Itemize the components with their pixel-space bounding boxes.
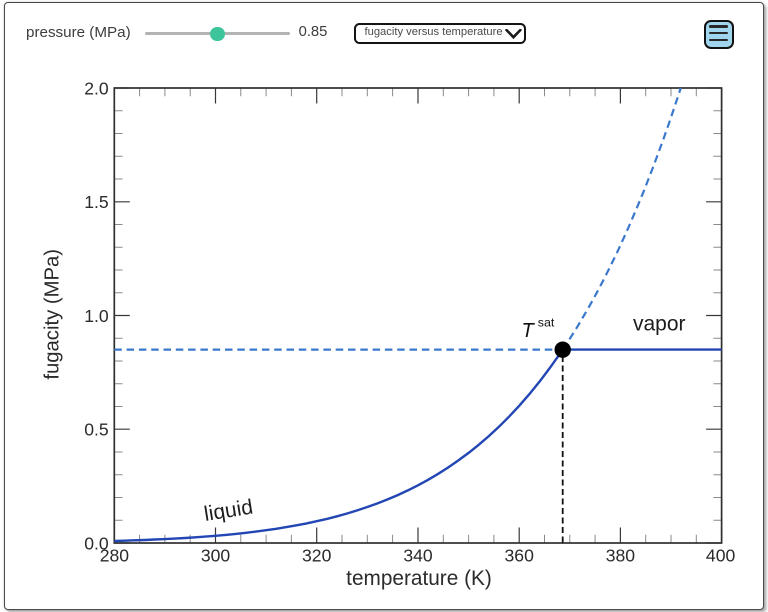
svg-text:380: 380: [606, 545, 636, 565]
svg-text:vapor: vapor: [633, 313, 686, 336]
svg-text:fugacity (MPa): fugacity (MPa): [42, 249, 64, 380]
svg-text:0.0: 0.0: [84, 533, 109, 553]
svg-text:2.0: 2.0: [84, 78, 109, 98]
svg-text:400: 400: [706, 545, 736, 565]
svg-text:0.5: 0.5: [84, 420, 109, 440]
svg-text:temperature (K): temperature (K): [346, 567, 492, 590]
svg-text:1.0: 1.0: [84, 306, 109, 326]
svg-text:320: 320: [302, 545, 332, 565]
svg-text:300: 300: [201, 545, 231, 565]
svg-text:280: 280: [100, 545, 130, 565]
svg-text:sat: sat: [538, 316, 555, 330]
svg-text:1.5: 1.5: [84, 192, 109, 212]
svg-text:340: 340: [403, 545, 433, 565]
svg-text:liquid: liquid: [202, 496, 254, 526]
svg-text:T: T: [522, 320, 536, 342]
svg-text:360: 360: [505, 545, 535, 565]
